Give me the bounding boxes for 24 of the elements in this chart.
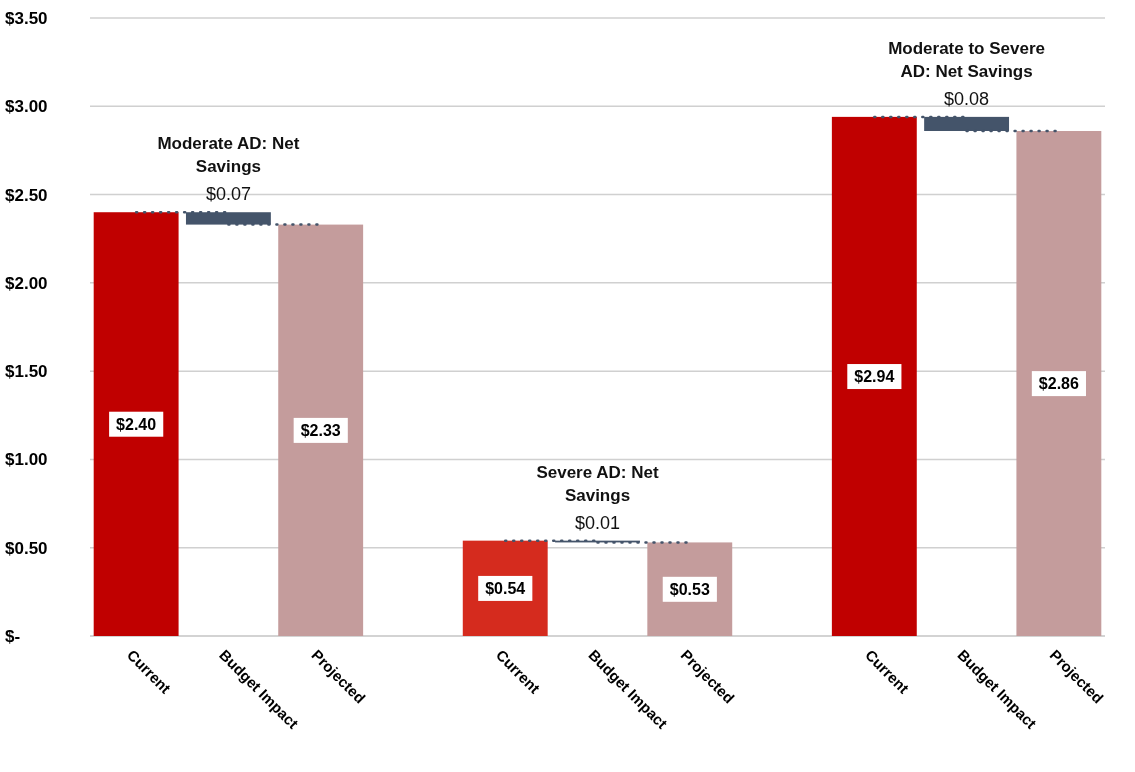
data-label: $0.07 [205,184,251,205]
annotation: Moderate AD: Net Savings [157,134,300,177]
y-tick-label: $2.00 [5,273,48,293]
y-tick-label: $- [5,626,21,646]
y-tick-label: $3.50 [5,8,48,28]
data-label: $0.54 [485,579,526,597]
bar [93,212,179,636]
data-label: $0.53 [669,580,710,598]
y-tick-label: $2.50 [5,185,48,205]
y-tick-label: $0.50 [5,538,48,558]
bar [1016,131,1102,636]
y-tick-label: $1.00 [5,450,48,470]
data-label: $2.33 [300,421,341,439]
annotation: Severe AD: Net Savings [536,462,659,505]
data-label: $2.94 [854,368,895,386]
bar [831,116,917,636]
data-label: $2.86 [1038,375,1079,393]
bar [278,224,364,636]
annotation: Moderate to Severe AD: Net Savings [888,38,1046,81]
data-label: $0.01 [574,512,621,533]
data-label: $2.40 [116,415,157,433]
y-tick-label: $3.00 [5,97,48,117]
y-tick-label: $1.50 [5,362,48,382]
data-label: $0.08 [944,88,990,109]
